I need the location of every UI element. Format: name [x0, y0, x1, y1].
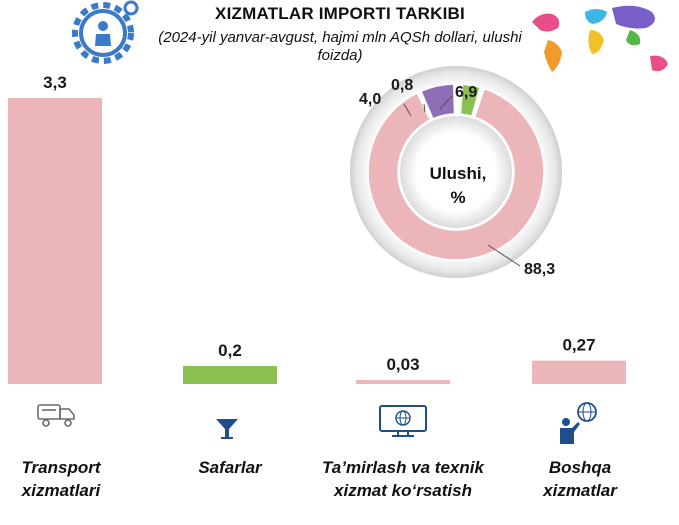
bar-value-label-transport: 3,3: [43, 73, 67, 92]
bar-value-label-boshqa: 0,27: [562, 336, 595, 355]
pie-leader-line: [487, 244, 521, 267]
pie-slice-boshqa: [420, 83, 456, 120]
category-label-boshqa: Boshqa xizmatlar: [543, 458, 617, 500]
pie-chart: Ulushi, % 4,0 0,8 6,9 88,3: [350, 66, 562, 278]
category-label-transport: Transport xizmatlari: [21, 458, 101, 500]
bar-safarlar: [183, 366, 277, 384]
pie-slice-label-boshqa-small: 0,8: [391, 77, 413, 94]
cocktail-glass-icon: [216, 419, 238, 439]
pie-hole: [400, 116, 512, 228]
bar-series: 3,3 0,2 0,03 0,27: [8, 73, 626, 384]
pie-center-label-line1: Ulushi,: [430, 164, 487, 183]
pie-center-label-line2: %: [450, 188, 465, 207]
pie-leader-line: [403, 103, 412, 117]
monitor-globe-icon: [379, 405, 427, 437]
bar-value-label-tamirlash: 0,03: [386, 355, 419, 374]
pie-slice-tamirlash: [459, 83, 481, 118]
category-label-safarlar: Safarlar: [198, 458, 262, 477]
pie-slice-boshqa-small: [456, 83, 459, 115]
chart-subtitle: (2024-yil yanvar-avgust, hajmi mln AQSh …: [158, 29, 522, 64]
pie-slice-label-tamirlash: 4,0: [359, 91, 381, 108]
chart-title: XIZMATLAR IMPORTI TARKIBI: [215, 4, 465, 23]
person-globe-icon: [560, 402, 597, 444]
world-map-icon: [532, 5, 668, 72]
category-label-tamirlash: Ta’mirlash va texnik xizmat ko‘rsatish: [322, 458, 484, 500]
bar-tamirlash: [356, 380, 450, 384]
pie-leader-line: [439, 95, 453, 110]
pie-slice-label-boshqa: 6,9: [455, 84, 477, 101]
truck-icon: [37, 404, 75, 427]
pie-leader-line: [423, 103, 426, 113]
pie-slice-transport: [367, 87, 545, 261]
gear-person-icon: [72, 0, 139, 64]
bar-boshqa: [532, 360, 626, 384]
bar-value-label-safarlar: 0,2: [218, 341, 242, 360]
bar-transport: [8, 98, 102, 384]
pie-slice-label-transport: 88,3: [524, 261, 555, 278]
